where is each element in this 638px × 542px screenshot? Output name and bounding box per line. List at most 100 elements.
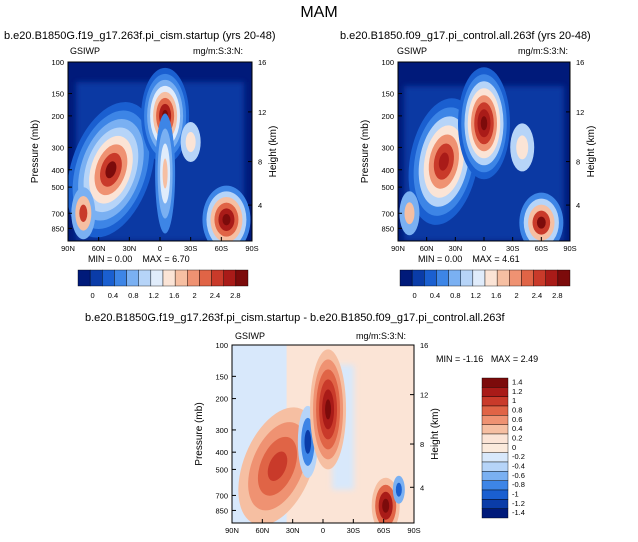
min-value: 0.00: [114, 254, 133, 264]
y-tick-label: 400: [215, 448, 228, 457]
axes-group: 90N 60N 30N 0 30S 60S 90S 100 150 200 300 400 500 700…: [30, 58, 279, 253]
colorbar-label: 0: [412, 291, 416, 300]
units-label-bottom: mg/m:S:3:N:: [356, 331, 407, 341]
panel-title-top-left: b.e20.B1850G.f19_g17.263f.pi_cism.startu…: [4, 30, 276, 42]
colorbar-swatch: [481, 452, 509, 463]
colorbar-swatch: [235, 269, 249, 287]
y-tick-label: 700: [381, 209, 394, 218]
x-tick-label: 90N: [61, 244, 75, 253]
x-tick-label: 0: [158, 244, 162, 253]
colorbar-label: 1.2: [149, 291, 159, 300]
y-tick-label: 500: [51, 183, 64, 192]
colorbar-swatch: [162, 269, 176, 287]
colorbar-label: 0.8: [128, 291, 138, 300]
colorbar-swatch: [509, 269, 522, 287]
plot-area-bottom: [232, 345, 414, 523]
colorbar-label: 1.4: [512, 378, 522, 387]
x-tick-label: 60N: [92, 244, 106, 253]
colorbar-label: 0.8: [512, 406, 522, 415]
colorbar-label: 2.4: [210, 291, 220, 300]
y-axis-label: Pressure (mb): [194, 402, 205, 465]
x-tick-label: 90S: [245, 244, 258, 253]
colorbar-swatch: [223, 269, 237, 287]
panel-title-bottom: b.e20.B1850G.f19_g17.263f.pi_cism.startu…: [85, 312, 505, 324]
axes-group: 90N 60N 30N 0 30S 60S 90S 100 150 200 300 400 500 700…: [360, 58, 597, 253]
contour-level: [162, 158, 168, 189]
y-tick-label: 850: [215, 506, 228, 515]
contour-level: [516, 135, 529, 160]
page-title: MAM: [300, 4, 338, 21]
min-max-top-left: MIN = 0.00 MAX = 6.70: [88, 254, 190, 264]
colorbar-label: 0.4: [512, 424, 522, 433]
y2-tick-label: 16: [258, 58, 266, 67]
colorbar-label: 1.2: [512, 387, 522, 396]
contour-level: [304, 429, 312, 454]
x-tick-label: 30S: [506, 244, 519, 253]
colorbar-swatch: [150, 269, 164, 287]
y-tick-label: 200: [215, 395, 228, 404]
colorbar-swatch: [460, 269, 474, 287]
contour-level: [382, 498, 390, 513]
colorbar-label: -0.2: [512, 452, 525, 461]
max-label: MAX =: [142, 254, 170, 264]
x-tick-label: 60S: [215, 244, 228, 253]
min-label: MIN =: [418, 254, 443, 264]
contour-level: [480, 116, 488, 131]
units-label-top-left: mg/m:S:3:N:: [193, 46, 244, 56]
y-tick-label: 500: [215, 465, 228, 474]
colorbar-label: 0: [90, 291, 94, 300]
x-tick-label: 90N: [391, 244, 405, 253]
colorbar-label: 2: [192, 291, 196, 300]
colorbar-swatch: [481, 433, 509, 444]
y2-tick-label: 4: [420, 483, 424, 492]
colorbar-swatch: [448, 269, 461, 287]
colorbar-swatch: [481, 499, 509, 509]
colorbar-swatch: [481, 377, 509, 388]
y2-tick-label: 8: [576, 158, 580, 167]
y2-axis-label: Height (km): [268, 126, 279, 178]
colorbar-top-right: 0 0.4 0.8 1.2 1.6 2 2.4 2.8: [399, 269, 571, 300]
colorbar-label: 0: [512, 443, 516, 452]
colorbar-swatch: [481, 415, 509, 425]
colorbar-label: -0.6: [512, 471, 525, 480]
colorbar-label: 2.8: [230, 291, 240, 300]
colorbar-label: 0.2: [512, 434, 522, 443]
min-value: -1.16: [462, 354, 484, 364]
colorbar-swatch: [481, 461, 509, 472]
colorbar-swatch: [481, 471, 509, 481]
max-value: 6.70: [172, 254, 190, 264]
colorbar-swatch: [399, 269, 413, 287]
axes-group: 90N 60N 30N 0 30S 60S 90S 100 150 200 300 400 500 700…: [194, 341, 441, 535]
y-tick-label: 100: [51, 58, 64, 67]
colorbar-label: -0.8: [512, 480, 525, 489]
y2-tick-label: 12: [420, 391, 428, 400]
colorbar-label: 0.6: [512, 415, 522, 424]
colorbar-swatch: [211, 269, 224, 287]
y-axis-label: Pressure (mb): [360, 120, 371, 183]
y-tick-label: 100: [215, 341, 228, 350]
y2-tick-label: 16: [576, 58, 584, 67]
colorbar-label: -0.4: [512, 462, 525, 471]
colorbar-swatch: [436, 269, 449, 287]
contour-level: [325, 399, 332, 420]
plot-area-top-left: [68, 62, 252, 241]
max-value: 2.49: [520, 354, 539, 364]
colorbar-swatch: [114, 269, 127, 287]
x-tick-label: 30N: [286, 526, 300, 535]
units-label-top-right: mg/m:S:3:N:: [518, 46, 569, 56]
y-tick-label: 150: [51, 90, 64, 99]
colorbar-swatch: [138, 269, 152, 287]
min-max-top-right: MIN = 0.00 MAX = 4.61: [418, 254, 520, 264]
colorbar-swatch: [545, 269, 559, 287]
y2-tick-label: 4: [576, 201, 580, 210]
x-tick-label: 30S: [184, 244, 197, 253]
colorbar-label: 0.4: [430, 291, 440, 300]
colorbar-swatch: [521, 269, 534, 287]
x-tick-label: 30N: [122, 244, 136, 253]
panel-title-top-right: b.e20.B1850.f09_g17.pi_control.all.263f …: [340, 30, 591, 42]
y-tick-label: 150: [381, 90, 394, 99]
colorbar-swatch: [481, 405, 509, 416]
x-tick-label: 60N: [420, 244, 434, 253]
max-value: 4.61: [502, 254, 520, 264]
